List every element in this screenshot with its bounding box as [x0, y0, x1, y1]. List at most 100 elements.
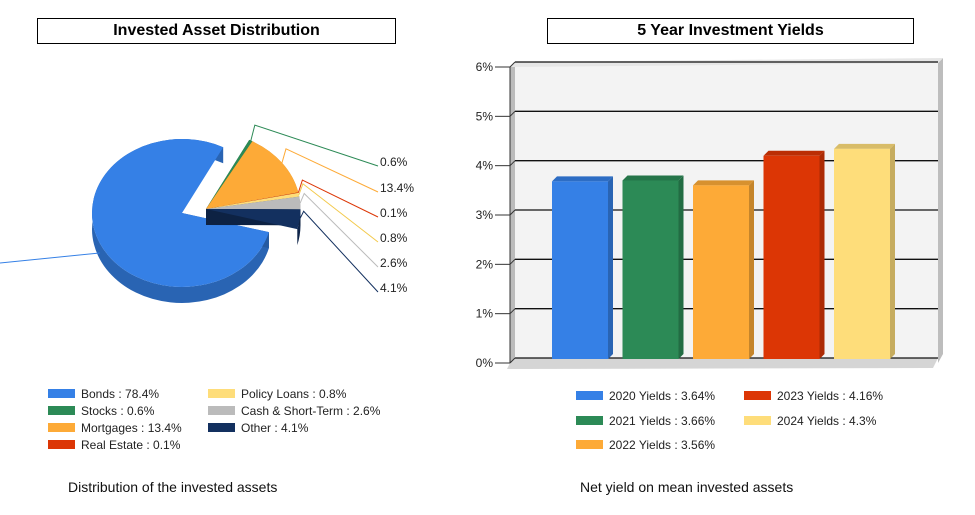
legend-item-cash: Cash & Short-Term : 2.6%	[208, 403, 380, 419]
bar-side	[890, 143, 895, 359]
bar-top	[622, 175, 684, 181]
pie-leader-line	[297, 179, 379, 218]
pie-slice-top	[206, 196, 301, 210]
legend-item-2021: 2021 Yields : 3.66%	[576, 413, 715, 429]
legend-label: Cash & Short-Term : 2.6%	[241, 404, 381, 418]
legend-item-2024: 2024 Yields : 4.3%	[744, 413, 876, 429]
pie-data-label: 0.6%	[380, 155, 408, 169]
bar-top	[693, 180, 754, 186]
legend-swatch	[48, 423, 75, 433]
legend-label: 2022 Yields : 3.56%	[609, 438, 716, 452]
bar-side	[749, 180, 754, 359]
bar-2023[interactable]	[763, 150, 825, 359]
pie-chart: 0.6% 13.4% 0.1% 0.8% 2.6% 4.1%	[0, 124, 414, 303]
y-tick-connector	[509, 258, 516, 265]
bar-top	[552, 176, 613, 182]
pie-slice-top	[206, 141, 299, 209]
pie-slice-top	[206, 192, 299, 209]
pie-slice-other[interactable]	[206, 209, 301, 246]
pie-leader-line	[298, 182, 379, 243]
pie-leader-line	[250, 124, 379, 167]
y-tick-connector	[509, 357, 516, 364]
legend-item-other: Other : 4.1%	[208, 420, 308, 436]
y-tick-label: 3%	[476, 208, 494, 222]
legend-item-2020: 2020 Yields : 3.64%	[576, 388, 715, 404]
y-tick-label: 6%	[476, 60, 494, 74]
pie-slice-side	[297, 209, 301, 246]
bar-chart: 0% 1% 2% 3% 4% 5% 6%	[476, 58, 943, 370]
bar-2021[interactable]	[622, 175, 684, 359]
legend-label: Real Estate : 0.1%	[81, 438, 181, 452]
bar-front	[834, 148, 890, 359]
legend-label: 2021 Yields : 3.66%	[609, 414, 716, 428]
y-tick-connector	[509, 308, 516, 315]
legend-item-2023: 2023 Yields : 4.16%	[744, 388, 883, 404]
legend-item-real-estate: Real Estate : 0.1%	[48, 437, 180, 453]
y-tick-label: 2%	[476, 257, 494, 271]
pie-data-label: 4.1%	[380, 281, 408, 295]
bar-top	[763, 150, 825, 156]
legend-label: 2020 Yields : 3.64%	[609, 389, 716, 403]
y-tick-connector	[509, 160, 516, 167]
legend-swatch	[48, 440, 75, 450]
bar-side	[678, 175, 684, 359]
pie-slice-mortgages[interactable]	[206, 141, 299, 225]
plot-right-wall	[938, 58, 943, 363]
legend-swatch	[744, 391, 771, 401]
bar-front	[693, 185, 749, 359]
bar-2020[interactable]	[552, 176, 613, 359]
legend-label: Other : 4.1%	[241, 421, 309, 435]
bar-2024[interactable]	[834, 143, 895, 359]
legend-item-mortgages: Mortgages : 13.4%	[48, 420, 182, 436]
legend-swatch	[576, 416, 603, 426]
pie-data-label: 2.6%	[380, 256, 408, 270]
bar-front	[763, 155, 820, 359]
bar-top	[834, 143, 895, 149]
pie-slice-top	[206, 209, 301, 230]
legend-label: Policy Loans : 0.8%	[241, 387, 347, 401]
bar-chart-title: 5 Year Investment Yields	[547, 18, 914, 44]
legend-label: 2024 Yields : 4.3%	[777, 414, 877, 428]
bar-2022[interactable]	[693, 180, 754, 359]
bar-side	[608, 176, 613, 359]
y-tick-connector	[509, 110, 516, 117]
legend-item-policy-loans: Policy Loans : 0.8%	[208, 386, 346, 402]
pie-data-label: 0.1%	[380, 206, 408, 220]
legend-label: Stocks : 0.6%	[81, 404, 155, 418]
pie-slice-bonds[interactable]	[91, 139, 269, 303]
bar-caption: Net yield on mean invested assets	[580, 479, 794, 495]
legend-swatch	[208, 389, 235, 399]
pie-slice-top	[91, 139, 269, 287]
y-tick-label: 4%	[476, 159, 494, 173]
pie-data-label: 0.8%	[380, 231, 408, 245]
pie-leader-line	[0, 252, 100, 264]
bar-side	[819, 150, 825, 359]
bar-front	[552, 181, 608, 359]
y-tick-label: 1%	[476, 307, 494, 321]
y-tick-connector	[509, 61, 516, 68]
pie-leader-line	[281, 148, 379, 193]
pie-slice-top	[206, 139, 253, 209]
legend-item-stocks: Stocks : 0.6%	[48, 403, 154, 419]
y-tick-label: 5%	[476, 109, 494, 123]
pie-leader-line	[299, 192, 379, 268]
legend-swatch	[48, 389, 75, 399]
pie-slice-top	[206, 192, 300, 209]
legend-label: Bonds : 78.4%	[81, 387, 160, 401]
legend-swatch	[576, 391, 603, 401]
legend-item-bonds: Bonds : 78.4%	[48, 386, 159, 402]
y-tick-connector	[509, 209, 516, 216]
legend-swatch	[208, 406, 235, 416]
legend-swatch	[48, 406, 75, 416]
pie-leader-line	[299, 210, 379, 293]
legend-label: 2023 Yields : 4.16%	[777, 389, 884, 403]
legend-swatch	[576, 440, 603, 450]
pie-caption: Distribution of the invested assets	[68, 479, 278, 495]
legend-item-2022: 2022 Yields : 3.56%	[576, 437, 715, 453]
bar-front	[622, 180, 679, 359]
legend-label: Mortgages : 13.4%	[81, 421, 182, 435]
plot-floor	[507, 358, 938, 369]
legend-swatch	[744, 416, 771, 426]
pie-chart-title: Invested Asset Distribution	[37, 18, 396, 44]
legend-swatch	[208, 423, 235, 433]
